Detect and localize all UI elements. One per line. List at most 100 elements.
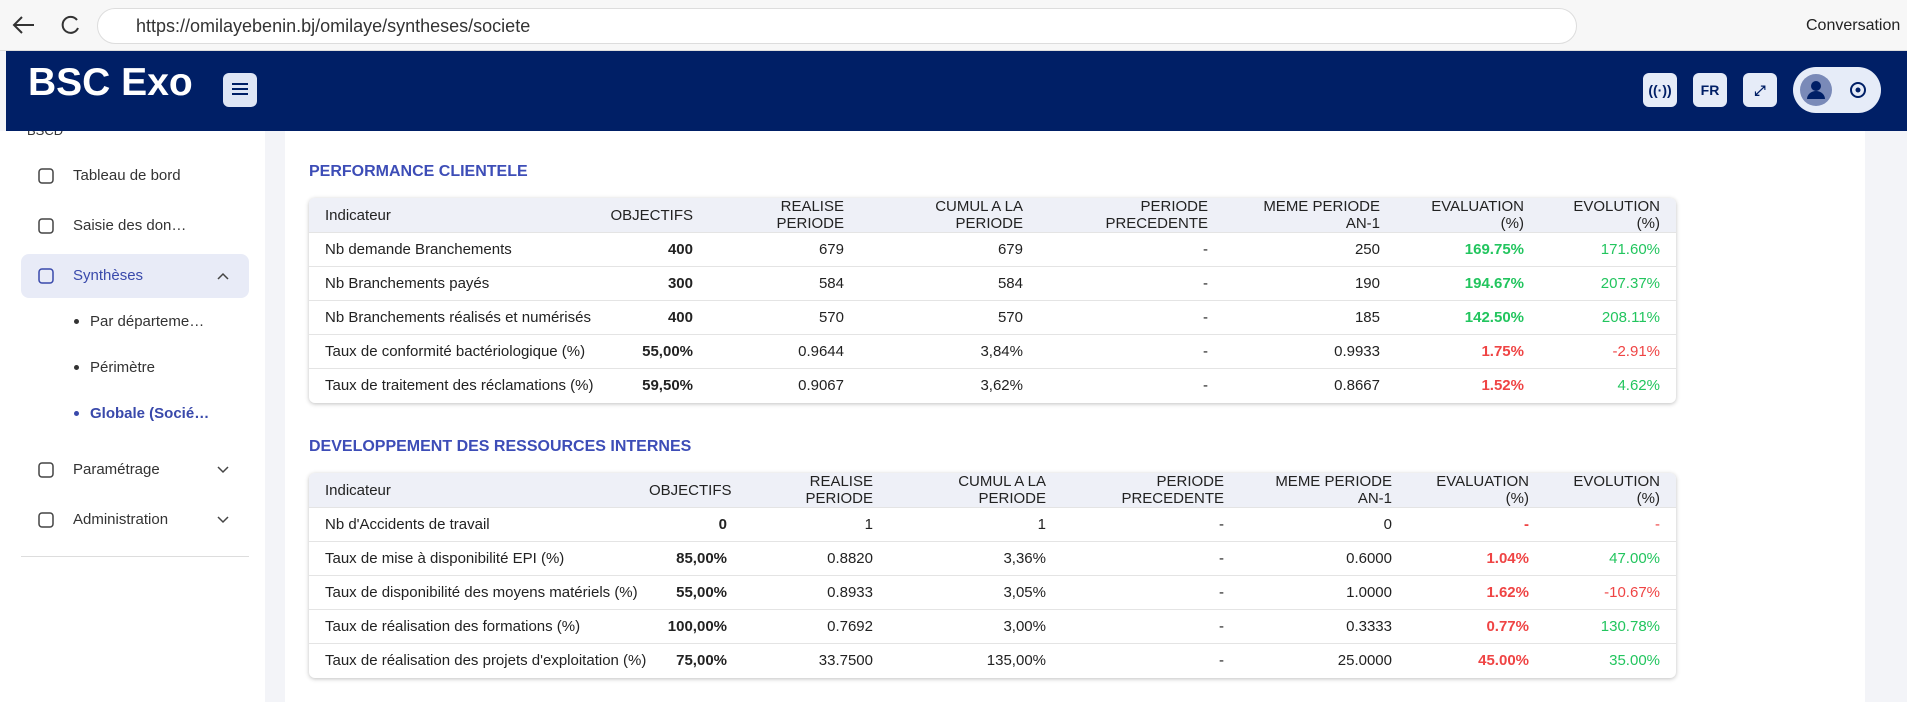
header-row: Indicateur OBJECTIFS REALISE PERIODE CUMUL …: [309, 473, 1676, 508]
table-head: Indicateur OBJECTIFS REALISE PERIODE CUMUL …: [309, 473, 1676, 508]
table-cell: 570: [709, 300, 860, 335]
table-cell: 185: [1224, 300, 1396, 335]
table-cell: -: [1062, 609, 1240, 644]
table-cell: 1.75%: [1396, 334, 1540, 369]
table-cell: 0.7692: [743, 609, 889, 644]
table-cell: 55,00%: [590, 334, 709, 369]
sidebar-item[interactable]: Synthèses: [21, 254, 249, 298]
table-cell: 1.52%: [1396, 368, 1540, 403]
table-cell: -: [1039, 232, 1224, 267]
table-row: Nb demande Branchements 400 679 679-250 169.…: [309, 232, 1676, 267]
table-cell: 0: [1240, 507, 1408, 542]
table-cell: 584: [709, 266, 860, 301]
table-cell: 1: [889, 507, 1062, 542]
menu-icon: [232, 83, 248, 95]
column-header: MEME PERIODE AN-1: [1224, 198, 1396, 233]
table-cell: Nb demande Branchements: [309, 232, 590, 267]
sidebar-item[interactable]: Paramétrage: [21, 448, 249, 492]
sidebar-item[interactable]: Administration: [21, 498, 249, 542]
user-pill[interactable]: [1793, 67, 1881, 113]
table-cell: Taux de conformité bactériologique (%): [309, 334, 590, 369]
table-cell: 3,62%: [860, 368, 1039, 403]
sidebar-divider: [21, 556, 249, 557]
data-table: Indicateur OBJECTIFS REALISE PERIODE CUMUL …: [309, 198, 1676, 403]
table-row: Taux de conformité bactériologique (%) 55…: [309, 334, 1676, 369]
column-header: OBJECTIFS: [633, 473, 743, 508]
table-body: Nb d'Accidents de travail 0 1 1-0- - Taux de …: [309, 507, 1676, 678]
table-cell: -: [1062, 541, 1240, 576]
table-cell: 33.7500: [743, 643, 889, 678]
table-cell: 45.00%: [1408, 643, 1545, 678]
menu-button[interactable]: [223, 73, 257, 107]
sidebar-item[interactable]: Saisie des don…: [21, 204, 249, 248]
column-header: REALISE PERIODE: [743, 473, 889, 508]
sidebar-subitem[interactable]: Par départeme…: [90, 313, 205, 330]
table-cell: Taux de mise à disponibilité EPI (%): [309, 541, 633, 576]
broadcast-button[interactable]: ((·)): [1643, 73, 1677, 107]
table-cell: 75,00%: [633, 643, 743, 678]
table-cell: -10.67%: [1545, 575, 1676, 610]
column-header: EVOLUTION (%): [1545, 473, 1676, 508]
sidebar-subitem[interactable]: Globale (Socié…: [90, 405, 210, 422]
lang-button[interactable]: FR: [1693, 73, 1727, 107]
table-cell: 208.11%: [1540, 300, 1676, 335]
table-cell: -: [1039, 334, 1224, 369]
table-cell: 0.9067: [709, 368, 860, 403]
fullscreen-button[interactable]: ⤢: [1743, 73, 1777, 107]
sidebar-icon: [38, 268, 54, 284]
table-row: Taux de traitement des réclamations (%) 5…: [309, 368, 1676, 403]
table-cell: -: [1062, 507, 1240, 542]
table-cell: 3,00%: [889, 609, 1062, 644]
table-cell: 169.75%: [1396, 232, 1540, 267]
table-cell: 1: [743, 507, 889, 542]
table-cell: 0.6000: [1240, 541, 1408, 576]
column-header: PERIODE PRECEDENTE: [1062, 473, 1240, 508]
table-cell: 0: [633, 507, 743, 542]
table-cell: 3,05%: [889, 575, 1062, 610]
nav-icons: [12, 15, 79, 34]
table-cell: 1.04%: [1408, 541, 1545, 576]
column-header: CUMUL A LA PERIODE: [860, 198, 1039, 233]
table-cell: Taux de traitement des réclamations (%): [309, 368, 593, 403]
table-cell: Nb Branchements payés: [309, 266, 590, 301]
column-header: EVOLUTION (%): [1540, 198, 1676, 233]
table-cell: 570: [860, 300, 1039, 335]
sidebar-subitem[interactable]: Périmètre: [90, 359, 156, 376]
table-row: Taux de réalisation des projets d'exploi…: [309, 643, 1676, 678]
app-header: BSC Exo ((·)) FR ⤢: [6, 51, 1907, 131]
table-cell: -: [1062, 643, 1240, 678]
table-cell: 1.0000: [1240, 575, 1408, 610]
table-cell: 0.8933: [743, 575, 889, 610]
table-cell: 85,00%: [633, 541, 743, 576]
table-cell: 100,00%: [633, 609, 743, 644]
table-cell: 3,36%: [889, 541, 1062, 576]
table-cell: 135,00%: [889, 643, 1062, 678]
table-cell: 300: [590, 266, 709, 301]
table-cell: Taux de réalisation des projets d'exploi…: [309, 643, 646, 678]
table-cell: 250: [1224, 232, 1396, 267]
user-icons: [1800, 74, 1866, 106]
column-header: Indicateur: [309, 473, 633, 508]
table-cell: 55,00%: [633, 575, 743, 610]
table-cell: -: [1039, 300, 1224, 335]
copilot-button[interactable]: Conversation: [1806, 17, 1901, 34]
table-cell: 3,84%: [860, 334, 1039, 369]
sidebar-item[interactable]: Tableau de bord: [21, 154, 249, 198]
header-row: Indicateur OBJECTIFS REALISE PERIODE CUMUL …: [309, 198, 1676, 233]
sidebar-icon: [38, 512, 54, 528]
column-header: PERIODE PRECEDENTE: [1039, 198, 1224, 233]
table-cell: 0.9644: [709, 334, 860, 369]
column-header: EVALUATION (%): [1396, 198, 1540, 233]
table-card: Indicateur OBJECTIFS REALISE PERIODE CUMUL …: [309, 473, 1676, 678]
table-cell: 0.8667: [1224, 368, 1396, 403]
address-bar[interactable]: https://omilayebenin.bj/omilaye/synthese…: [97, 8, 1577, 44]
table-cell: Taux de disponibilité des moyens matérie…: [309, 575, 638, 610]
table-cell: 190: [1224, 266, 1396, 301]
table-cell: 400: [590, 300, 709, 335]
table-cell: 194.67%: [1396, 266, 1540, 301]
table-row: Taux de réalisation des formations (%) 10…: [309, 609, 1676, 644]
data-table: Indicateur OBJECTIFS REALISE PERIODE CUMUL …: [309, 473, 1676, 678]
table-cell: 0.3333: [1240, 609, 1408, 644]
